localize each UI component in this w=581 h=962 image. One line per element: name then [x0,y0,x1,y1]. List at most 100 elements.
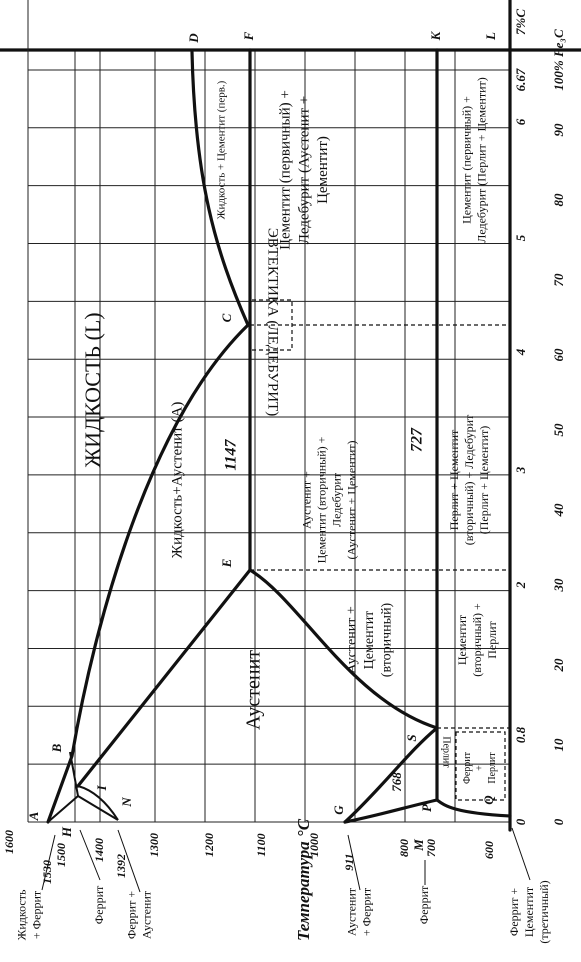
temperature-label: 1300 [147,833,161,857]
annotation: Феррит [417,885,431,924]
fe3c-label: 80 [551,193,566,207]
carbon-label: 4 [513,348,528,356]
region-label: (вторичный) [380,602,395,677]
isotherm-label: 727 [409,427,426,452]
point-label: A [26,811,41,821]
temperature-label: 800 [397,839,411,857]
region-label: ЭВТЕКТИКА (ЛЕДЕБУРИТ) [265,228,281,416]
region-label: Цементит [455,614,469,665]
region-label: Жидкость+Аустенит (А) [169,402,185,559]
temperature-label: 1530 [40,860,54,884]
point-label: N [119,797,134,808]
isotherm-label: 768 [389,772,404,792]
annotation: Феррит + [124,891,138,939]
point-label: K [428,30,443,41]
point-label: D [186,33,201,44]
annotation: Жидкость + Феррит [14,889,43,940]
region-label: ЭВТЕКТИКА (ЛЕДЕБУРИТ) [265,228,281,416]
isotherm-label: 768 [389,772,404,792]
annotation: Аустенит + Феррит [344,887,373,936]
carbon-label: 0.8 [513,726,528,743]
carbon-label: 5 [513,234,528,241]
carbon-label: 2 [513,581,528,589]
temperature-label: 1600 [2,830,16,854]
point-label: P [419,803,434,812]
point-label: L [483,32,498,41]
region-label: Аустенит + Цементит (вторичный) + Ледебури… [299,436,358,563]
liquidus-cd [190,50,250,327]
region-label: (вторичный) + [470,603,484,677]
region-label: Жидкость+Аустенит (А) [169,402,185,559]
region-label: (вторичный) + Ледебурит [462,414,476,545]
region-label: Ледебурит (Аустенит + [296,96,312,244]
region-label: Аустенит + Цементит (вторичный) [345,602,395,677]
fe3c-label: 40 [551,503,566,518]
fe3c-label: 90 [551,123,566,137]
annotation: + Феррит [29,890,43,939]
region-label: ЖИДКОСТЬ (L) [80,312,105,467]
carbon-label: 7%C [513,9,528,35]
temperature-label: 1000 [307,833,321,857]
point-label: I [94,785,109,792]
point-label: Q [481,795,496,805]
point-label: K [428,30,443,41]
point-label: C [219,313,234,322]
fe3c-label: 90 [551,123,566,137]
temperature-label: 700 [424,839,438,857]
fe3c-label: 70 [551,273,566,287]
fe3c-label: 10 [551,738,566,752]
temperature-label: 911 [342,853,356,870]
carbon-label: 6 [513,118,528,125]
temperature-label: 1392 [114,854,128,878]
line-hn [77,795,119,821]
region-label: ЖИДКОСТЬ (L) [80,312,105,467]
region-label: Цементит (вторичный) + [314,436,328,563]
point-label: H [59,826,74,838]
region-label: Перлит + Цементит [447,429,461,530]
temperature-label: 1400 [92,838,106,862]
carbon-label: 0 [513,818,528,825]
point-label: F [241,31,256,41]
region-label: Перлит [485,621,499,659]
annotation: (третичный) [537,880,551,943]
region-label: Цементит (вторичный) + Перлит [455,603,499,677]
carbon-label: 6.67 [513,68,528,91]
carbon-label: 2 [513,581,528,589]
temperature-label: 1400 [92,838,106,862]
solidus [76,568,252,788]
fe3c-label: 30 [551,578,566,593]
region-label: Цементит (первичный) + Ледебурит (Перлит … [459,77,488,242]
region-label: Цементит (первичный) + [459,96,473,224]
annotation: Феррит + [507,888,521,936]
annotation: Аустенит [344,887,358,936]
point-label: N [119,797,134,808]
region-label: Ледебурит (Перлит + Цементит) [474,77,488,242]
fe3c-label: 70 [551,273,566,287]
line-gs [343,726,439,824]
point-label: D [186,33,201,44]
temperature-label: 1500 [54,843,68,867]
region-label: Жидкость + Цементит (перв.) [216,80,228,219]
dashed-lines [250,299,510,729]
region-label: (Аустенит + Цементит) [344,440,358,559]
axis-title: Температура °C [294,818,313,941]
annotation: Феррит + Цементит (третичный) [507,880,551,943]
fe3c-label: 0 [551,818,566,825]
carbon-label: 3 [513,466,528,474]
fe3c-label: 50 [551,423,566,437]
temperature-label: 1200 [202,833,216,857]
point-label: S [404,734,419,741]
line-es [248,568,439,730]
line-gp [343,798,439,824]
region-label: Цементит (первичный) + Ледебурит (Аустени… [278,90,332,250]
fe3c-label: 50 [551,423,566,437]
line-jn [77,785,119,821]
carbon-label: 0 [513,818,528,825]
fe3c-label: 60 [551,348,566,362]
region-label: Аустенит [243,650,265,730]
dashed-box [455,731,506,801]
isotherm-label: 1147 [223,438,240,470]
fe3c-label: 40 [551,503,566,518]
region-label: Аустенит + [299,471,313,529]
